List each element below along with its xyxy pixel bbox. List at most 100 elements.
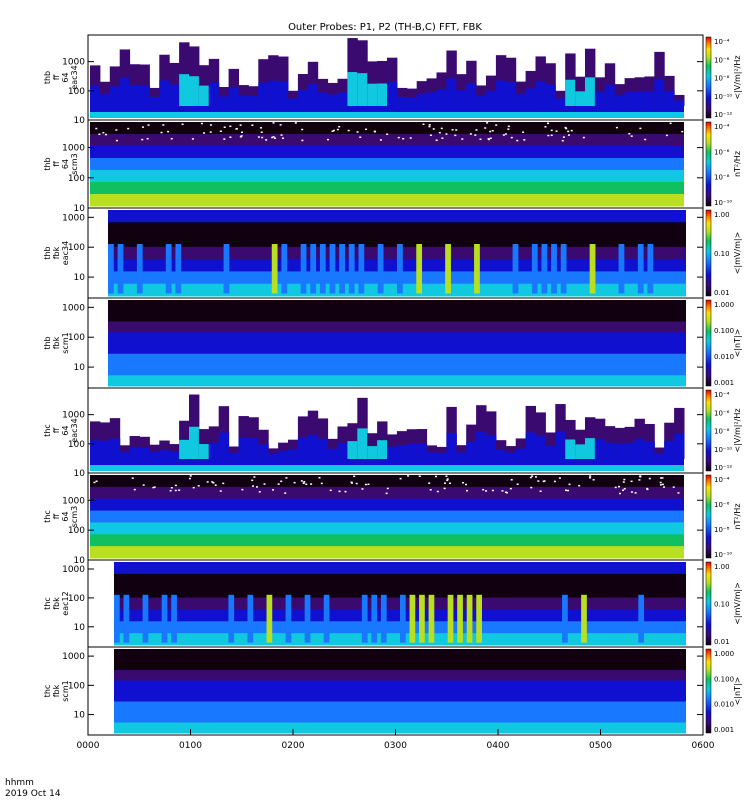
noise-dot	[93, 481, 96, 484]
burst-core	[545, 445, 556, 459]
panel-thb-fbk-eac34: 10 100 1000 thb fbk eac34 0.01 0.10 1.00 <|mV/m|>	[43, 207, 742, 299]
noise-dot	[115, 129, 118, 131]
ytick-label: 10	[74, 711, 86, 721]
noise-dot	[211, 481, 214, 483]
ylabel-line: ff	[52, 74, 61, 80]
burst-core	[387, 81, 398, 106]
noise-dot	[284, 492, 287, 494]
noise-dot	[407, 475, 410, 477]
burst-core	[495, 449, 507, 459]
wave-burst	[271, 244, 278, 294]
noise-dot	[562, 136, 565, 138]
wave-burst	[409, 594, 416, 643]
noise-dot	[479, 138, 482, 141]
noise-dot	[550, 129, 553, 132]
burst-core	[505, 81, 517, 106]
noise-dot	[239, 124, 242, 126]
spectrogram-body	[90, 38, 685, 118]
freq-band	[90, 146, 684, 159]
noise-dot	[507, 128, 510, 130]
noise-dot	[347, 129, 350, 132]
wave-burst	[108, 244, 114, 294]
wave-burst	[416, 244, 423, 294]
burst-core	[198, 444, 210, 459]
burst-core	[515, 93, 527, 106]
ylabel-line: thc	[43, 510, 52, 523]
burst-core	[585, 438, 596, 459]
burst-core	[129, 85, 140, 106]
wave-burst	[637, 244, 644, 294]
burst-core	[406, 444, 418, 459]
freq-band	[90, 522, 684, 535]
burst-core	[535, 81, 546, 106]
ylabel-line: thc	[43, 685, 52, 698]
colorbar	[705, 474, 712, 559]
burst-core	[288, 449, 299, 459]
colorbar-label: <|nT|>	[733, 677, 742, 706]
burst-core	[545, 84, 556, 106]
ylabel-line: scm1	[61, 680, 70, 701]
xtick-label: 0400	[487, 741, 510, 751]
noise-dot	[475, 129, 478, 131]
burst-core	[416, 93, 428, 106]
freq-band	[114, 722, 686, 734]
noise-dot	[127, 127, 130, 130]
burst-core	[297, 437, 309, 459]
xtick-label: 0000	[77, 741, 100, 751]
colorbar-label: <|mV/m|>	[733, 232, 742, 275]
ylabel-line: thc	[43, 424, 52, 437]
burst-core	[436, 89, 447, 106]
panel-thb-fbk-scm1: 10 100 1000 thb fbk scm1 0.001 0.010 0.100 1.000 <…	[43, 297, 742, 389]
colorbar-tick-label: 10⁻⁶	[714, 148, 730, 156]
burst-core	[525, 88, 536, 106]
burst-core	[505, 452, 517, 459]
noise-dot	[397, 136, 400, 139]
noise-dot	[638, 479, 641, 481]
burst-core	[604, 84, 616, 106]
burst-core	[614, 95, 626, 106]
burst-core	[248, 96, 259, 106]
noise-dot	[338, 490, 341, 493]
noise-dot	[639, 475, 642, 477]
noise-dot	[495, 124, 498, 126]
noise-dot	[486, 122, 489, 124]
noise-dot	[553, 480, 556, 483]
noise-dot	[219, 490, 222, 492]
colorbar-tick-label: 1.00	[714, 211, 730, 219]
noise-dot	[170, 486, 173, 489]
burst-core	[119, 77, 131, 106]
noise-dot	[648, 477, 651, 480]
ylabel-line: scm3	[70, 153, 79, 174]
spectrogram-body	[108, 300, 686, 387]
ytick-label: 100	[68, 333, 85, 343]
burst-core	[179, 74, 190, 106]
noise-dot	[350, 481, 353, 483]
wave-burst	[445, 244, 451, 294]
noise-dot	[206, 481, 209, 483]
wave-burst	[377, 244, 384, 294]
ytick-label: 100	[68, 243, 85, 253]
noise-dot	[280, 480, 283, 483]
spectrogram-body	[114, 649, 686, 734]
noise-dot	[448, 482, 451, 485]
burst-core	[555, 431, 566, 459]
wave-burst	[142, 594, 149, 643]
burst-core	[466, 441, 477, 459]
burst-core	[664, 90, 675, 106]
colorbar-tick-label: 1.00	[714, 563, 730, 571]
noise-dot	[639, 475, 642, 478]
noise-dot	[489, 137, 492, 140]
noise-dot	[510, 136, 513, 139]
noise-dot	[399, 477, 402, 480]
noise-dot	[146, 137, 149, 140]
colorbar-tick-label: 0.100	[714, 327, 734, 335]
burst-core	[248, 438, 259, 459]
noise-dot	[547, 134, 550, 137]
wave-burst	[223, 244, 230, 294]
noise-dot	[169, 489, 172, 492]
noise-dot	[95, 480, 98, 482]
noise-dot	[614, 486, 617, 489]
noise-dot	[174, 489, 177, 492]
ylabel-line: 64	[61, 159, 70, 169]
freq-band	[114, 701, 686, 713]
